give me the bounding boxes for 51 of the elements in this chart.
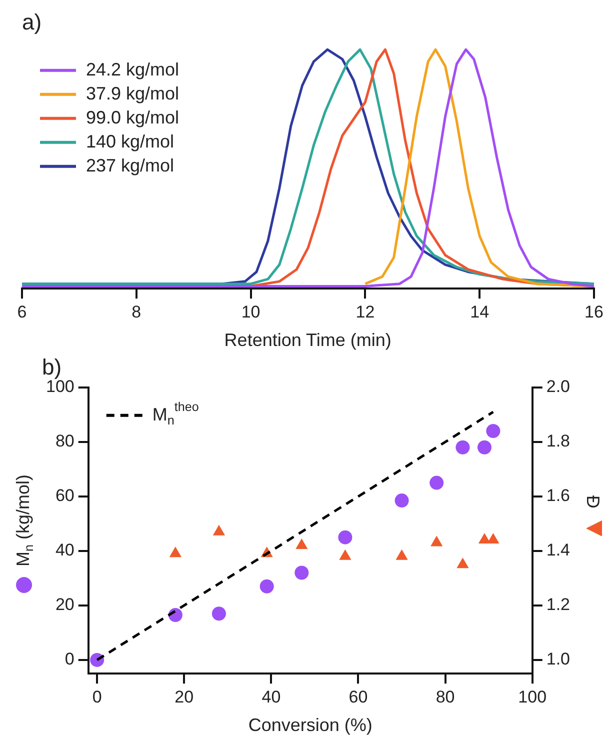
x-tick-label: 8: [132, 302, 142, 322]
x-tick-label: 14: [470, 302, 490, 322]
chart-title: a): [22, 9, 42, 34]
y-axis-title: Mn (kg/mol): [12, 474, 36, 566]
y-tick-label: 60: [55, 486, 74, 506]
y2-tick-label: 1.0: [546, 650, 570, 669]
x-tick-label: 6: [17, 302, 27, 322]
point: [296, 538, 308, 549]
y-tick-label: 80: [55, 432, 74, 451]
point: [430, 476, 444, 490]
y2-tick-label: 1.6: [546, 486, 570, 506]
x-tick-label: 12: [356, 302, 375, 322]
y2-tick-label: 1.4: [546, 540, 570, 560]
point: [169, 546, 182, 558]
x-tick-label: 40: [262, 687, 281, 706]
x-tick-label: 60: [348, 687, 368, 706]
point: [477, 440, 492, 454]
point: [294, 566, 309, 580]
y-tick-label: 20: [55, 595, 74, 614]
point: [338, 530, 352, 544]
y2-tick-label: 1.8: [546, 432, 570, 451]
x-tick-label: 20: [174, 687, 194, 706]
point: [212, 524, 226, 536]
x-tick-label: 10: [241, 302, 260, 322]
x-tick-label: 16: [584, 302, 604, 322]
legend-label: 99.0 kg/mol: [86, 107, 180, 128]
x-tick-label: 80: [436, 687, 455, 706]
point: [396, 549, 408, 560]
chart-title: b): [42, 354, 62, 380]
y2-tick-label: 2.0: [546, 377, 570, 396]
legend-label: 24.2 kg/mol: [86, 59, 180, 80]
legend-label: 37.9 kg/mol: [86, 83, 180, 104]
point: [260, 579, 274, 594]
point: [456, 440, 470, 454]
point: [212, 606, 226, 621]
x-tick-label: 100: [518, 687, 547, 706]
y2-tick-label: 1.2: [546, 595, 570, 614]
x-axis-title: Retention Time (min): [224, 330, 392, 350]
point: [394, 494, 409, 508]
point: [486, 424, 500, 438]
point: [487, 533, 500, 544]
y-tick-label: 40: [55, 540, 74, 560]
x-tick-label: 0: [92, 687, 102, 706]
x-axis-title: Conversion (%): [248, 714, 372, 735]
legend-label: 140 kg/mol: [86, 131, 174, 152]
legend-label: 237 kg/mol: [86, 155, 174, 176]
point: [339, 549, 352, 560]
point: [456, 558, 469, 568]
y2-axis-title: Đ: [583, 495, 604, 508]
point: [430, 536, 443, 546]
y-tick-label: 0: [64, 650, 74, 669]
